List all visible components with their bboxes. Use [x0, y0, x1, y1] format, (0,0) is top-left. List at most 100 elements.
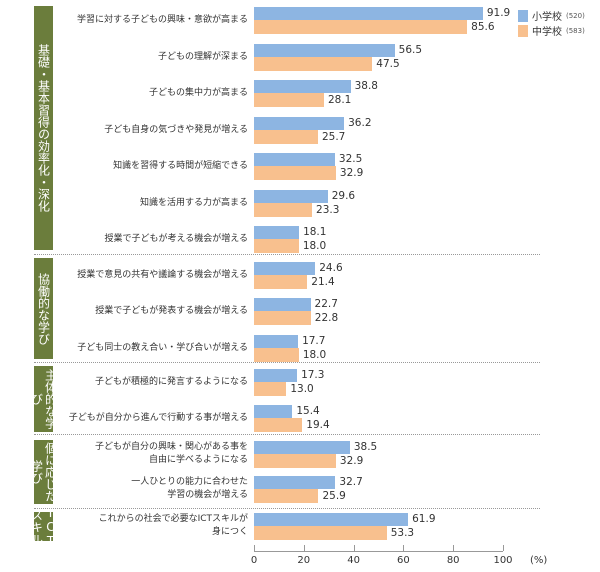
bar-junior-high [254, 20, 468, 34]
category-label-line: 授業で子どもが発表する機会が増える [95, 305, 248, 316]
category-label-line: 子ども自身の気づきや発見が増える [104, 124, 248, 135]
x-tick-label: 80 [446, 555, 460, 566]
bar-elementary [254, 475, 336, 489]
bar-elementary [254, 79, 351, 93]
bar-junior-high [254, 311, 311, 325]
category-label: これからの社会で必要なICTスキルが身につく [99, 513, 248, 539]
data-label: 18.1 [303, 226, 327, 238]
data-label: 22.7 [314, 298, 338, 310]
data-label: 25.9 [322, 489, 346, 502]
legend-n: (520) [566, 11, 585, 20]
category-label: 授業で意見の共有や議論する機会が増える [77, 269, 248, 282]
bar-junior-high [254, 93, 324, 107]
data-label: 32.7 [339, 476, 363, 488]
bar-elementary [254, 404, 293, 418]
category-label: 学習に対する子どもの興味・意欲が高まる [77, 14, 248, 27]
category-label-line: これからの社会で必要なICTスキルが [98, 514, 248, 524]
x-tick-label: 100 [493, 555, 513, 566]
data-label: 17.3 [301, 369, 325, 381]
data-label: 17.7 [302, 335, 326, 347]
category-label-line: 子ども同士の教え合い・学び合いが増える [77, 342, 248, 353]
bar-elementary [254, 512, 409, 526]
category-label: 一人ひとりの能力に合わせた学習の機会が増える [131, 476, 248, 502]
bar-elementary [254, 225, 300, 239]
category-label: 知識を習得する時間が短縮できる [113, 160, 248, 173]
group-label: 個に応じた学び [29, 440, 58, 504]
legend-label: 小学校 [532, 12, 562, 23]
category-label: 知識を活用する力が高まる [140, 197, 248, 210]
bar-elementary [254, 261, 316, 275]
bar-elementary [254, 43, 395, 57]
category-label: 子ども同士の教え合い・学び合いが増える [77, 342, 248, 355]
data-label: 23.3 [316, 203, 340, 216]
x-tick-label: 20 [297, 555, 311, 566]
group-label: 協働的な学び [34, 258, 53, 359]
category-label-line: 知識を習得する時間が短縮できる [113, 160, 248, 171]
data-label: 85.6 [471, 20, 495, 33]
x-tick [403, 545, 405, 551]
category-label-line: 子どもが自分の興味・関心がある事を [94, 442, 248, 452]
category-label-line: 学習の機会が増える [167, 490, 248, 500]
group-label: ICTスキル [29, 505, 58, 548]
category-label-line: 一人ひとりの能力に合わせた [131, 477, 248, 487]
x-tick [353, 545, 355, 551]
category-label-line: 授業で意見の共有や議論する機会が増える [77, 269, 248, 280]
category-label: 子どもが自分の興味・関心がある事を自由に学べるようになる [95, 441, 248, 467]
group-divider [34, 508, 540, 509]
data-label: 32.9 [339, 166, 364, 179]
x-tick [303, 545, 305, 551]
data-label: 38.5 [353, 441, 378, 453]
data-label: 61.9 [412, 513, 436, 525]
x-tick-label: 0 [250, 555, 258, 566]
group-divider [34, 362, 540, 363]
category-label-line: 自由に学べるようになる [148, 455, 248, 465]
category-label: 子どもが自分から進んで行動する事が増える [69, 412, 248, 425]
x-tick-label: 60 [397, 555, 410, 566]
legend-n: (583) [566, 26, 585, 35]
category-label-line: 授業で子どもが考える機会が増える [104, 233, 248, 244]
data-label: 25.7 [321, 130, 346, 143]
group-label: 基礎・基本習得の効率化・深化 [34, 6, 53, 250]
data-label: 91.9 [486, 7, 511, 19]
category-label: 授業で子どもが発表する機会が増える [95, 305, 248, 318]
bar-elementary [254, 297, 311, 311]
data-label: 22.8 [314, 311, 339, 324]
data-label: 36.2 [348, 117, 372, 129]
x-tick-label: 40 [347, 555, 360, 566]
bar-elementary [254, 440, 350, 454]
data-label: 21.4 [311, 275, 335, 288]
data-label: 56.5 [398, 44, 423, 56]
data-label: 19.4 [306, 418, 330, 431]
bar-junior-high [254, 454, 336, 468]
category-label: 子どもが積極的に発言するようになる [95, 376, 248, 389]
bar-elementary [254, 334, 299, 348]
x-tick [453, 545, 455, 551]
group-divider [34, 254, 540, 255]
bar-elementary [254, 6, 483, 20]
category-label-line: 学習に対する子どもの興味・意欲が高まる [76, 14, 248, 25]
legend-swatch-junior-high [518, 24, 528, 37]
data-label: 18.0 [302, 348, 327, 361]
x-tick [254, 545, 255, 551]
x-tick [503, 545, 504, 551]
legend-label: 中学校 [532, 27, 562, 38]
data-label: 32.5 [338, 153, 363, 165]
group-divider [34, 434, 540, 435]
data-label: 47.5 [376, 57, 400, 70]
data-label: 53.3 [390, 526, 415, 539]
bar-elementary [254, 116, 345, 130]
bar-junior-high [254, 348, 299, 362]
x-axis-unit: (%) [530, 555, 548, 566]
bar-junior-high [254, 489, 319, 503]
data-label: 13.0 [290, 382, 314, 395]
legend-elementary: 小学校 (520) [518, 8, 585, 23]
category-label-line: 知識を活用する力が高まる [139, 197, 248, 208]
x-axis [254, 551, 503, 552]
category-label-line: 子どもが自分から進んで行動する事が増える [68, 412, 248, 423]
data-label: 15.4 [296, 405, 320, 417]
category-label-line: 身につく [211, 527, 248, 537]
legend-junior-high: 中学校 (583) [518, 23, 585, 38]
bar-junior-high [254, 418, 303, 432]
bar-junior-high [254, 382, 287, 396]
